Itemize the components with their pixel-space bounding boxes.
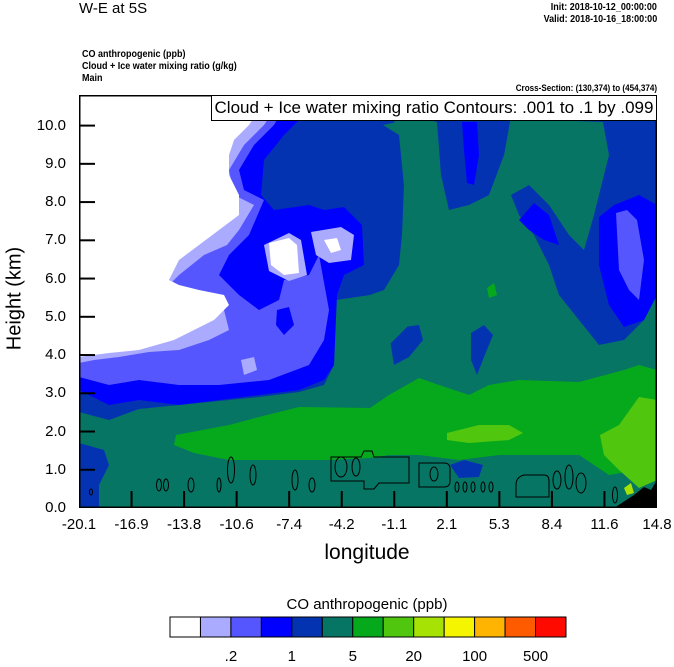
field-green [174,283,657,495]
contour-plot [79,95,657,508]
terrain [614,480,657,508]
y-axis-label: Height (km) [3,246,26,351]
colorbar-label: 1 [287,648,297,665]
colorbar-label: 500 [523,648,549,665]
field-teal-upper [334,122,601,385]
y-tick-label: 2.0 [45,422,66,440]
x-tick-label: -10.6 [219,516,254,533]
colorbar-swatch [291,616,323,638]
colorbar-swatch [413,616,445,638]
valid-time: Valid: 2018-10-16_18:00:00 [543,14,657,25]
colorbar-swatch [382,616,415,638]
colorbar-swatch [230,616,262,638]
y-tick-label: 6.0 [45,269,66,287]
y-tick-label: 7.0 [45,231,66,249]
x-tick-label: -4.2 [328,516,355,533]
colorbar-title: CO anthropogenic (ppb) [286,596,448,613]
field-label-co: CO anthropogenic (ppb) [82,49,186,60]
colorbar-swatch [443,616,476,638]
colorbar-swatch [199,616,232,638]
x-tick-label: -7.4 [276,516,303,533]
x-tick-label: 11.6 [590,516,619,533]
cloud-contours [89,450,618,504]
cross-section-label: Cross-Section: (130,374) to (454,374) [515,83,657,93]
x-tick-label: 14.8 [642,516,672,533]
x-tick-label: -1.1 [381,516,408,533]
y-tick-label: 4.0 [45,346,66,364]
colorbar-label: 5 [348,648,357,665]
y-tick-label: 5.0 [45,307,66,325]
y-tick-label: 10.0 [36,116,66,134]
colorbar-swatch [321,616,354,638]
y-tick-label: 8.0 [45,193,66,211]
colorbar-swatch [504,616,537,638]
colorbar-label: 100 [462,648,488,665]
x-tick-label: -20.1 [61,516,97,533]
y-tick-label: 0.0 [45,499,66,516]
x-tick-label: -13.8 [166,516,202,533]
x-tick-label: 8.4 [541,516,563,533]
colorbar-swatch [352,616,384,638]
axis-ticks [79,124,606,508]
colorbar-label: .2 [224,648,238,665]
x-tick-label: 5.3 [488,516,510,533]
colorbar-swatch [260,616,293,638]
field-white [79,95,341,357]
field-blue-blob [276,307,294,335]
field-label-cloud: Cloud + Ice water mixing ratio (g/kg) [82,61,237,72]
colorbar-swatch [474,616,506,638]
x-axis-label: longitude [324,541,410,564]
field-label-main: Main [82,73,103,84]
init-time: Init: 2018-10-12_00:00:00 [550,2,657,13]
colorbar-swatch [535,616,567,638]
y-tick-label: 1.0 [45,460,66,478]
colorbar [169,616,567,638]
y-tick-label: 3.0 [45,384,66,402]
y-tick-label: 9.0 [45,154,66,172]
contour-legend: Cloud + Ice water mixing ratio Contours:… [211,95,657,121]
x-tick-label: -16.9 [114,516,149,533]
colorbar-swatch [169,616,201,638]
figure-title: W-E at 5S [79,0,148,17]
x-tick-label: 2.1 [436,516,458,533]
colorbar-label: 20 [405,648,423,665]
